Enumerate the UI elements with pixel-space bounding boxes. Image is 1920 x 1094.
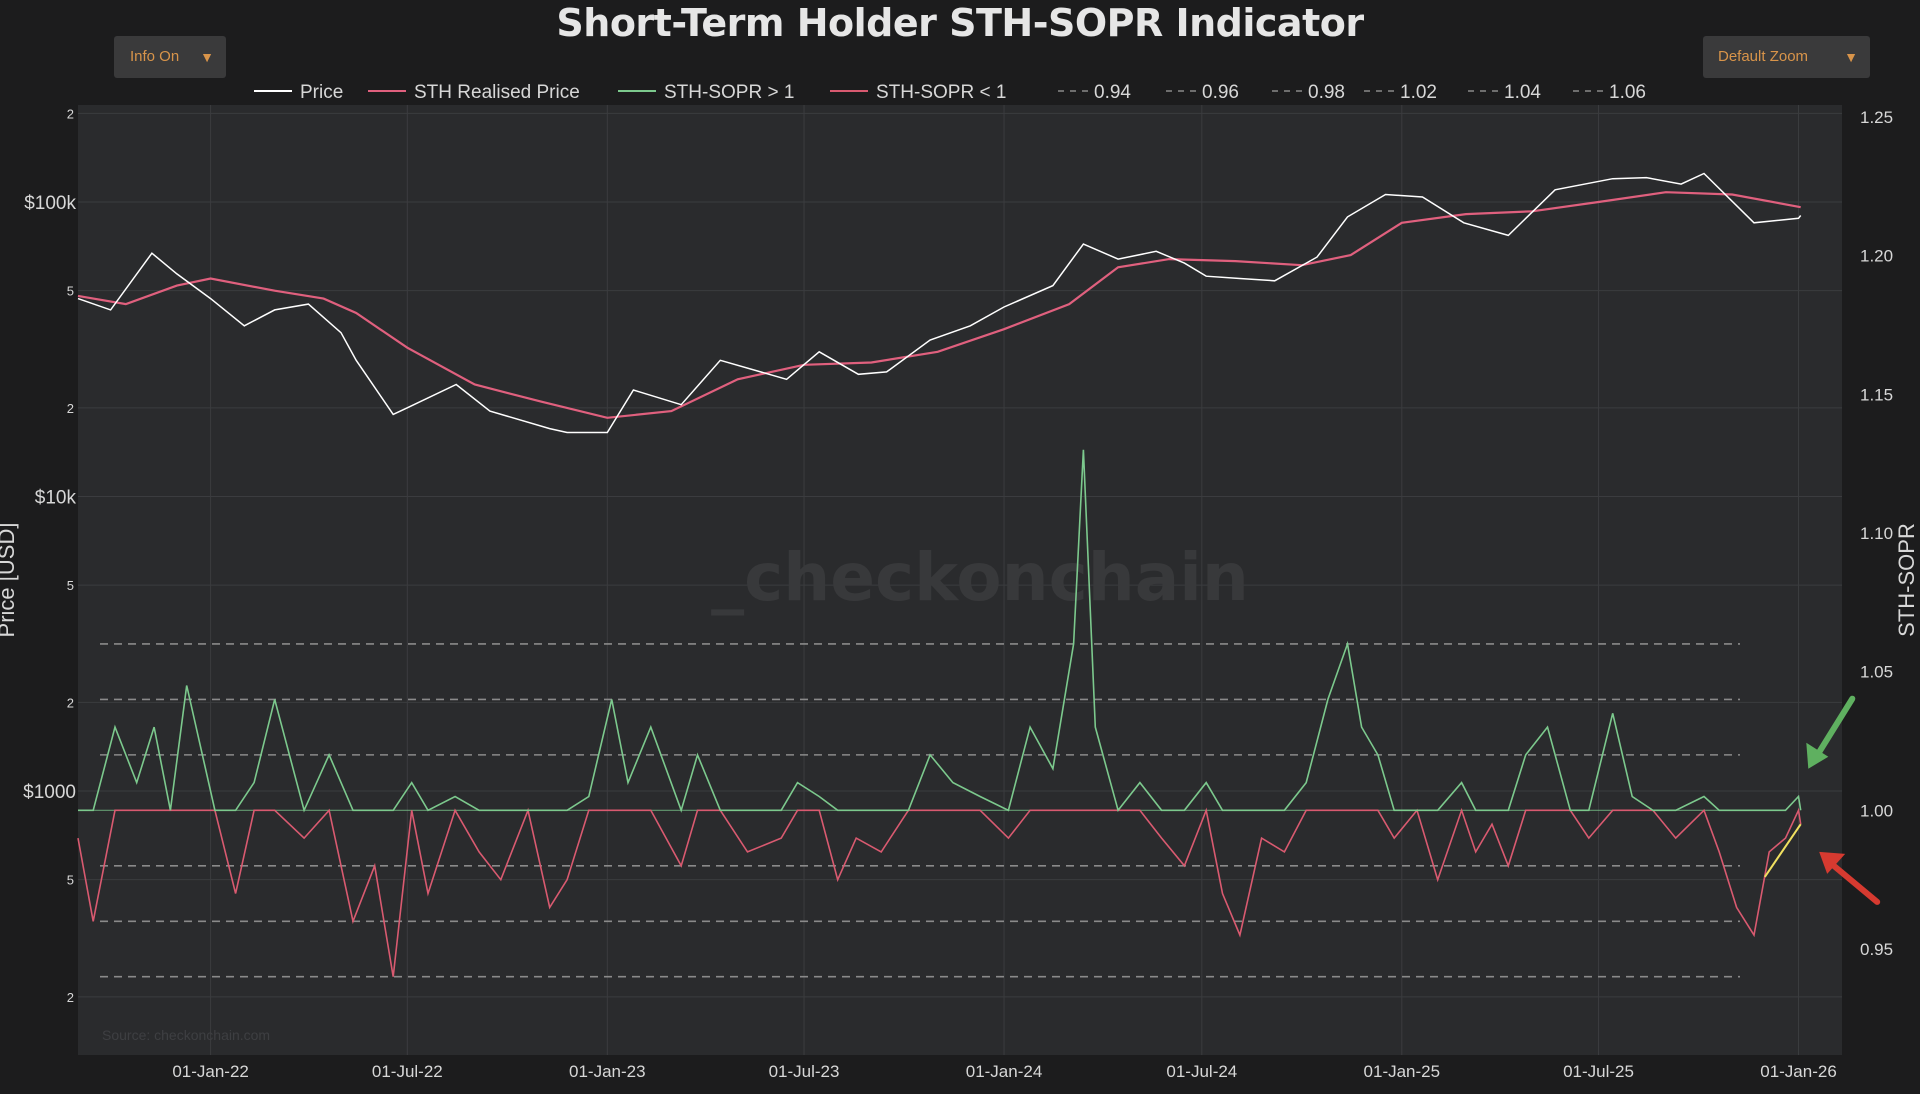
- x-tick-label: 01-Jan-22: [172, 1062, 249, 1081]
- watermark: _checkonchain: [711, 539, 1249, 616]
- green-arrow-head: [1806, 742, 1829, 769]
- y-left-tick-label: 5: [67, 578, 74, 593]
- y-left-tick-label: 2: [67, 990, 74, 1005]
- y-right-tick-label: 1.10: [1860, 524, 1893, 543]
- x-tick-label: 01-Jul-22: [372, 1062, 443, 1081]
- sopr-below-one-line: [77, 807, 1802, 977]
- legend-item: STH-SOPR > 1: [618, 82, 794, 103]
- y-right-tick-label: 1.15: [1860, 385, 1893, 404]
- legend-item: 0.94: [1058, 82, 1131, 103]
- y-right-tick-label: 0.95: [1860, 940, 1893, 959]
- legend-item: 0.98: [1272, 82, 1345, 103]
- x-tick-label: 01-Jul-23: [769, 1062, 840, 1081]
- legend-item: 0.96: [1166, 82, 1239, 103]
- legend-label: 1.06: [1609, 82, 1646, 103]
- y-left-tick-label: $100k: [24, 193, 76, 214]
- y-left-tick-label: 5: [67, 873, 74, 888]
- y-left-tick-label: 2: [67, 401, 74, 416]
- legend-label: 1.04: [1504, 82, 1541, 103]
- y-right-tick-label: 1.05: [1860, 663, 1893, 682]
- chart-title: Short-Term Holder STH-SOPR Indicator: [556, 1, 1364, 45]
- info-toggle-label: Info On: [130, 48, 180, 65]
- zoom-select-label: Default Zoom: [1718, 48, 1809, 65]
- legend-label: 0.96: [1202, 82, 1239, 103]
- y-right-tick-label: 1.20: [1860, 247, 1893, 266]
- legend-label: 0.98: [1308, 82, 1345, 103]
- legend-label: STH Realised Price: [414, 82, 580, 103]
- sth-realised-price-line: [77, 191, 1801, 419]
- y-left-tick-label: $10k: [35, 488, 77, 509]
- y-right-axis-title: STH-SOPR: [1894, 523, 1919, 637]
- x-tick-label: 01-Jan-26: [1760, 1062, 1837, 1081]
- chevron-down-icon: ▼: [200, 49, 214, 65]
- x-tick-label: 01-Jul-24: [1166, 1062, 1237, 1081]
- legend-item: 1.04: [1468, 82, 1541, 103]
- x-tick-label: 01-Jan-25: [1364, 1062, 1441, 1081]
- legend-item: STH Realised Price: [368, 82, 580, 103]
- sopr-above-one-line: [78, 449, 1802, 813]
- legend-label: STH-SOPR > 1: [664, 82, 794, 103]
- x-tick-label: 01-Jan-24: [966, 1062, 1043, 1081]
- legend-label: 1.02: [1400, 82, 1437, 103]
- green-arrow-shaft: [1813, 695, 1856, 760]
- legend-item: 1.06: [1573, 82, 1646, 103]
- y-right-tick-label: 1.25: [1860, 108, 1893, 127]
- x-tick-label: 01-Jul-25: [1563, 1062, 1634, 1081]
- x-tick-label: 01-Jan-23: [569, 1062, 646, 1081]
- legend-label: 0.94: [1094, 82, 1131, 103]
- y-left-axis-title: Price [USD]: [0, 523, 19, 638]
- y-left-tick-label: 5: [67, 284, 74, 299]
- red-arrow-head: [1819, 851, 1846, 874]
- source-credit: Source: checkonchain.com: [102, 1027, 270, 1043]
- y-left-tick-label: 2: [67, 695, 74, 710]
- zoom-select-button[interactable]: Default Zoom ▼: [1703, 36, 1870, 78]
- legend-item: 1.02: [1364, 82, 1437, 103]
- info-toggle-button[interactable]: Info On ▼: [114, 36, 226, 78]
- y-right-tick-label: 1.00: [1860, 801, 1893, 820]
- y-left-tick-label: 2: [67, 106, 74, 121]
- price-line: [77, 172, 1802, 434]
- trendline: [1764, 823, 1802, 878]
- chevron-down-icon: ▼: [1844, 49, 1858, 65]
- plot-area: [78, 105, 1842, 1055]
- red-arrow-shaft: [1826, 858, 1881, 905]
- legend-label: STH-SOPR < 1: [876, 82, 1006, 103]
- legend-item: STH-SOPR < 1: [830, 82, 1006, 103]
- legend-item: Price: [254, 82, 343, 103]
- y-left-tick-label: $1000: [23, 782, 76, 803]
- legend-label: Price: [300, 82, 343, 103]
